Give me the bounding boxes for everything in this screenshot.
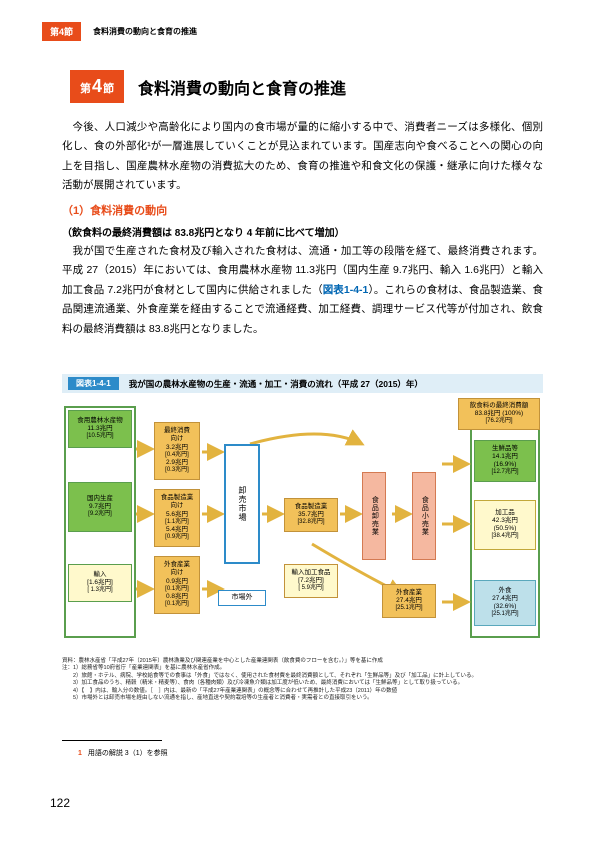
box-o-l1: 生鮮品等 — [477, 445, 533, 453]
chapter-suffix: 節 — [103, 80, 114, 96]
chapter-title: 食料消費の動向と食育の推進 — [138, 75, 346, 99]
box-q-l2: 27.4兆円 — [477, 595, 533, 603]
box-p-l4: [38.4兆円] — [477, 533, 533, 541]
paragraph-2: 我が国で生産された食材及び輸入された食材は、流通・加工等の段階を経て、最終消費さ… — [62, 242, 543, 339]
footnote-n1: 注：1）総務省等10府省庁「産業連関表」を基に農林水産省作成。 — [62, 665, 543, 672]
box-f-l4: [0.1兆円] — [157, 586, 197, 594]
chart-title-text: 我が国の農林水産物の生産・流通・加工・消費の流れ（平成 27（2015）年） — [129, 378, 423, 390]
box-a: 食用農林水産物 11.3兆円 [10.5兆円] — [68, 410, 132, 448]
header-title: 食料消費の動向と食育の推進 — [93, 26, 197, 37]
box-g: 卸売市場 — [224, 444, 260, 564]
box-e-l2: 向け — [157, 502, 197, 510]
bold-sub-1: （飲食料の最終消費額は 83.8兆円となり 4 年前に比べて増加） — [62, 224, 345, 239]
box-h: 市場外 — [218, 590, 266, 606]
box-i: 食品製造業 35.7兆円 [32.8兆円] — [284, 498, 338, 532]
header-section-badge: 第4節 — [42, 22, 81, 41]
box-n-l3: [76.2兆円] — [461, 418, 537, 426]
box-q-l1: 外食 — [477, 587, 533, 595]
footnote-num: 1 — [78, 750, 82, 757]
footnote-n3: 3）加工食品のうち、精穀（精米・精麦等）、食肉（各種肉類）及び冷凍魚介類は加工度… — [62, 680, 543, 687]
footnote-block: 資料：農林水産省「平成27年（2015年）農林漁業及び関連産業を中心とした産業連… — [62, 658, 543, 703]
box-e-l6: [0.9兆円] — [157, 534, 197, 542]
box-o-l2: 14.1兆円 — [477, 453, 533, 461]
box-k: 食品卸売業 — [362, 472, 386, 560]
box-h-l1: 市場外 — [221, 594, 263, 603]
box-e: 食品製造業 向け 5.6兆円 [1.1兆円] 5.4兆円 [0.9兆円] — [154, 489, 200, 547]
box-b-l3: [9.2兆円] — [71, 511, 129, 519]
box-m: 外食産業 27.4兆円 [25.1兆円] — [382, 584, 436, 618]
bottom-footnote: 1 用語の解説 3（1）を参照 — [78, 748, 168, 758]
box-n: 飲食料の最終消費額 83.8兆円 (100%) [76.2兆円] — [458, 398, 540, 430]
box-c: 輸入 [1.6兆円] [ 1.3兆円] — [68, 564, 132, 602]
box-f: 外食産業 向け 0.9兆円 [0.1兆円] 0.8兆円 [0.1兆円] — [154, 556, 200, 614]
figure-reference: 図表1-4-1 — [323, 284, 369, 296]
box-f-l3: 0.9兆円 — [157, 578, 197, 586]
box-p: 加工品 42.3兆円 (50.5%) [38.4兆円] — [474, 500, 536, 550]
box-f-l2: 向け — [157, 569, 197, 577]
box-d-l3: 3.2兆円 — [157, 444, 197, 452]
chapter-badge: 第 4 節 — [70, 70, 124, 103]
box-b: 国内生産 9.7兆円 [9.2兆円] — [68, 482, 132, 532]
box-q-l4: [25.1兆円] — [477, 611, 533, 619]
sub-heading-1: （1）食料消費の動向 — [62, 202, 167, 218]
chart-title-tag: 図表1-4-1 — [68, 377, 119, 390]
box-j-l3: [ 5.9兆円] — [287, 585, 335, 593]
box-q: 外食 27.4兆円 (32.6%) [25.1兆円] — [474, 580, 536, 626]
footnote-n5: 5）市場外とは卸売市場を経由しない流通を指し、産地直送や契約栽培等の生産者と消費… — [62, 695, 543, 702]
box-k-l1: 食品卸売業 — [370, 475, 379, 557]
box-o-l4: [12.7兆円] — [477, 469, 533, 477]
box-f-l6: [0.1兆円] — [157, 601, 197, 609]
box-c-l3: [ 1.3兆円] — [71, 587, 129, 595]
box-i-l3: [32.8兆円] — [287, 519, 335, 527]
box-g-l1: 卸売市場 — [237, 448, 247, 560]
box-d-l4: [0.4兆円] — [157, 452, 197, 460]
chart-title-bar: 図表1-4-1 我が国の農林水産物の生産・流通・加工・消費の流れ（平成 27（2… — [62, 374, 543, 393]
box-p-l1: 加工品 — [477, 509, 533, 517]
box-j: 輸入加工食品 [7.2兆円] [ 5.9兆円] — [284, 564, 338, 598]
box-e-l4: [1.1兆円] — [157, 519, 197, 527]
footnote-text: 用語の解説 3（1）を参照 — [88, 750, 168, 757]
box-e-l3: 5.6兆円 — [157, 511, 197, 519]
footnote-rule — [62, 740, 162, 741]
box-d-l2: 向け — [157, 435, 197, 443]
box-l: 食品小売業 — [412, 472, 436, 560]
chapter-prefix: 第 — [80, 80, 91, 96]
box-d-l6: [0.3兆円] — [157, 467, 197, 475]
paragraph-1: 今後、人口減少や高齢化により国内の食市場が量的に縮小する中で、消費者ニーズは多様… — [62, 118, 543, 196]
footnote-n4: 4）【 】内は、輸入分の数値。［ ］内は、最新の「平成27年産業連関表」の概念等… — [62, 688, 543, 695]
box-o: 生鮮品等 14.1兆円 (16.9%) [12.7兆円] — [474, 440, 536, 482]
box-m-l3: [25.1兆円] — [385, 605, 433, 613]
chapter-num: 4 — [92, 76, 102, 97]
box-d: 最終消費 向け 3.2兆円 [0.4兆円] 2.9兆円 [0.3兆円] — [154, 422, 200, 480]
page-header: 第4節 食料消費の動向と食育の推進 — [42, 22, 197, 41]
box-l-l1: 食品小売業 — [420, 475, 429, 557]
flowchart: 食用農林水産物 11.3兆円 [10.5兆円] 国内生産 9.7兆円 [9.2兆… — [62, 394, 543, 654]
box-a-l3: [10.5兆円] — [71, 433, 129, 441]
box-p-l2: 42.3兆円 — [477, 517, 533, 525]
page-number: 122 — [50, 796, 70, 810]
chapter-bar: 第 4 節 食料消費の動向と食育の推進 — [70, 70, 346, 103]
